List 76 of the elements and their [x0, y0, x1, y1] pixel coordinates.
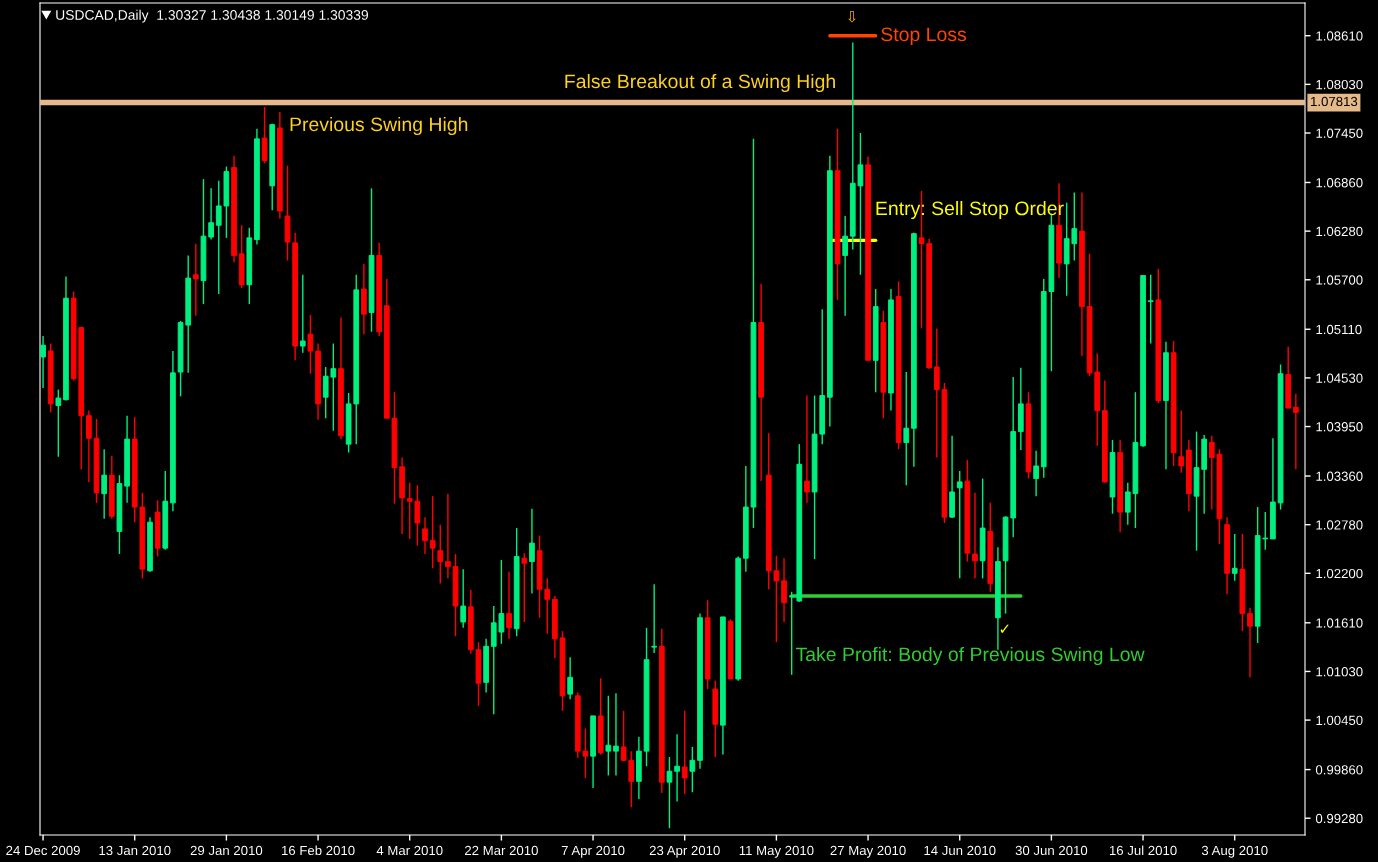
- chart-title: USDCAD,Daily 1.30327 1.30438 1.30149 1.30339: [56, 9, 369, 23]
- candlestick: [613, 692, 619, 777]
- x-tick-label: 7 Apr 2010: [561, 845, 625, 858]
- candlestick: [460, 568, 467, 629]
- annotation: Stop Loss: [881, 27, 967, 46]
- annotation: Previous Swing High: [290, 116, 468, 136]
- y-tick-label: 1.05110: [1316, 324, 1362, 335]
- annotation: Take Profit: Body of Previous Swing Low: [795, 646, 1145, 666]
- x-tick-label: 13 Jan 2010: [99, 845, 171, 856]
- candlestick: [956, 470, 963, 580]
- y-tick-label: 0.99280: [1315, 813, 1363, 824]
- y-tick-label: 1.01610: [1316, 618, 1363, 628]
- annotation: ⇩: [848, 11, 856, 23]
- ref-line-label: 1.07813: [1311, 96, 1358, 107]
- x-tick-label: 4 Mar 2010: [376, 845, 443, 856]
- x-tick-label: 3 Aug 2010: [1201, 845, 1268, 858]
- candlestick: [299, 274, 306, 354]
- x-tick-label: 27 May 2010: [830, 845, 906, 858]
- y-tick-label: 1.03950: [1316, 422, 1363, 432]
- candlestick: [651, 583, 658, 654]
- candlestick: [55, 388, 62, 458]
- candlestick: [192, 243, 199, 317]
- candlestick: [529, 508, 535, 595]
- annotation: False Breakout of a Swing High: [565, 73, 835, 93]
- y-tick-label: 1.01030: [1316, 667, 1363, 677]
- x-tick-label: 23 Apr 2010: [649, 845, 720, 858]
- candlestick: [674, 733, 680, 803]
- candlestick: [1231, 533, 1238, 582]
- y-tick-label: 1.02200: [1316, 568, 1363, 579]
- y-tick-label: 1.08610: [1316, 31, 1363, 41]
- candlestick: [903, 371, 910, 486]
- y-tick-label: 0.99860: [1315, 765, 1363, 775]
- candlestick: [261, 106, 268, 164]
- candlestick: [429, 495, 436, 569]
- candlestick: [208, 187, 214, 241]
- y-tick-label: 1.06860: [1316, 178, 1363, 188]
- candlestick: [804, 394, 810, 504]
- x-tick-label: 11 May 2010: [739, 845, 814, 858]
- candlestick: [40, 335, 46, 389]
- y-tick-label: 1.04530: [1316, 373, 1363, 383]
- candlestick: [445, 492, 451, 580]
- candlestick: [422, 516, 428, 555]
- candlestick: [842, 215, 848, 317]
- x-tick-label: 22 Mar 2010: [465, 845, 538, 856]
- candlestick: [506, 570, 512, 640]
- candlestick: [567, 656, 573, 700]
- candlestick: [86, 409, 92, 483]
- x-tick-label: 24 Dec 2009: [6, 845, 80, 856]
- candlestick: [681, 710, 688, 795]
- y-tick-label: 1.00450: [1316, 715, 1363, 726]
- y-tick-label: 1.08030: [1316, 79, 1363, 90]
- candlestick: [437, 523, 444, 585]
- candlestick: [972, 492, 978, 580]
- x-tick-label: 16 Jul 2010: [1109, 845, 1177, 856]
- candlestick: [666, 756, 673, 829]
- y-tick-label: 1.03360: [1316, 471, 1363, 481]
- y-tick-label: 1.07450: [1316, 128, 1363, 138]
- candlestick: [1178, 409, 1185, 474]
- candlestick: [1033, 450, 1039, 497]
- x-tick-label: 14 Jun 2010: [924, 845, 996, 856]
- annotation: ✓: [1000, 624, 1009, 633]
- x-tick-label: 30 Jun 2010: [1015, 845, 1088, 856]
- x-tick-label: 29 Jan 2010: [190, 845, 263, 856]
- candlestick: [1292, 393, 1299, 471]
- candlestick: [689, 746, 696, 793]
- candlestick: [521, 552, 528, 623]
- candlestick: [605, 695, 612, 777]
- x-tick-label: 16 Feb 2010: [282, 845, 355, 856]
- candlestick: [307, 314, 314, 375]
- candlestick: [781, 557, 787, 623]
- y-tick-label: 1.06280: [1316, 226, 1363, 237]
- candlestick: [101, 448, 108, 520]
- y-tick-label: 1.02780: [1316, 520, 1363, 530]
- y-tick-label: 1.05700: [1316, 275, 1363, 285]
- candlestick: [1247, 607, 1253, 679]
- candlestick: [1147, 274, 1154, 345]
